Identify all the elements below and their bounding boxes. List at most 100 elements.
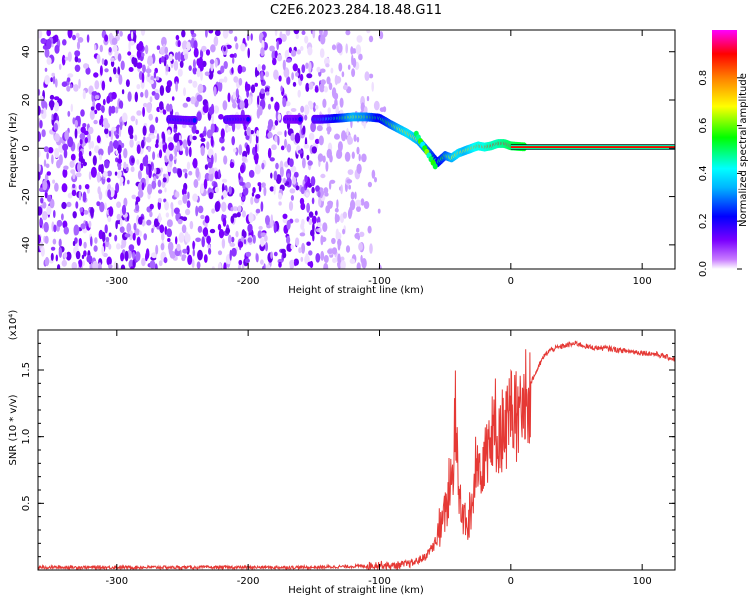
noise-speckle bbox=[246, 33, 250, 41]
y-tick-label: 1.5 bbox=[21, 362, 32, 378]
noise-speckle bbox=[135, 118, 138, 126]
noise-speckle bbox=[93, 119, 98, 125]
noise-speckle bbox=[195, 205, 199, 217]
noise-speckle bbox=[83, 63, 89, 69]
noise-speckle bbox=[251, 192, 255, 197]
noise-speckle bbox=[142, 156, 149, 167]
noise-speckle bbox=[79, 133, 86, 140]
noise-speckle bbox=[369, 243, 373, 254]
noise-speckle bbox=[124, 250, 129, 262]
noise-speckle bbox=[254, 82, 258, 87]
noise-speckle bbox=[260, 47, 265, 57]
noise-speckle bbox=[79, 207, 84, 213]
noise-speckle bbox=[192, 158, 198, 169]
noise-speckle bbox=[167, 238, 171, 242]
noise-speckle bbox=[72, 34, 76, 41]
noise-speckle bbox=[137, 170, 142, 180]
noise-speckle bbox=[310, 176, 316, 187]
noise-speckle bbox=[206, 235, 212, 244]
noise-speckle bbox=[233, 76, 239, 83]
noise-speckle bbox=[164, 187, 167, 193]
noise-speckle bbox=[114, 50, 119, 60]
noise-speckle bbox=[48, 147, 54, 154]
noise-speckle bbox=[363, 106, 368, 114]
noise-speckle bbox=[160, 243, 165, 251]
noise-speckle bbox=[255, 253, 259, 263]
noise-speckle bbox=[43, 146, 49, 153]
noise-speckle bbox=[143, 102, 148, 108]
noise-speckle bbox=[53, 122, 58, 132]
noise-speckle bbox=[140, 91, 144, 98]
noise-speckle bbox=[317, 190, 321, 198]
noise-speckle bbox=[197, 205, 204, 214]
noise-speckle bbox=[308, 132, 315, 141]
noise-speckle bbox=[104, 224, 108, 234]
noise-speckle bbox=[310, 229, 315, 237]
noise-speckle bbox=[53, 96, 60, 101]
noise-speckle bbox=[265, 242, 268, 252]
noise-speckle bbox=[200, 214, 205, 220]
noise-speckle bbox=[157, 179, 162, 188]
noise-speckle bbox=[314, 104, 319, 110]
x-tick-label: 100 bbox=[633, 576, 652, 587]
noise-speckle bbox=[232, 213, 238, 218]
noise-speckle bbox=[116, 201, 122, 208]
noise-speckle bbox=[43, 221, 49, 233]
noise-speckle bbox=[214, 201, 220, 212]
noise-speckle bbox=[114, 171, 118, 176]
noise-speckle bbox=[265, 264, 271, 269]
noise-speckle bbox=[38, 105, 41, 116]
noise-speckle bbox=[138, 41, 144, 51]
noise-speckle bbox=[269, 157, 275, 162]
noise-speckle bbox=[90, 206, 94, 218]
noise-speckle bbox=[283, 177, 286, 184]
noise-speckle bbox=[250, 84, 256, 93]
noise-speckle bbox=[257, 95, 260, 105]
noise-speckle bbox=[325, 161, 329, 172]
noise-speckle bbox=[304, 35, 309, 44]
noise-speckle bbox=[331, 237, 336, 245]
noise-speckle bbox=[104, 160, 110, 169]
noise-speckle bbox=[101, 105, 105, 114]
noise-speckle bbox=[208, 192, 214, 200]
noise-speckle bbox=[38, 163, 41, 173]
spectrogram-x-label: Height of straight line (km) bbox=[288, 285, 424, 296]
noise-speckle bbox=[188, 65, 192, 71]
noise-speckle bbox=[38, 234, 41, 245]
noise-speckle bbox=[147, 183, 153, 195]
noise-speckle bbox=[75, 172, 82, 178]
noise-speckle bbox=[193, 47, 199, 58]
noise-speckle bbox=[345, 245, 351, 253]
noise-speckle bbox=[42, 211, 48, 221]
noise-speckle bbox=[207, 244, 211, 249]
noise-speckle bbox=[244, 258, 250, 264]
noise-speckle bbox=[184, 53, 188, 60]
noise-speckle bbox=[359, 231, 365, 237]
noise-speckle bbox=[237, 205, 242, 213]
noise-speckle bbox=[53, 224, 57, 233]
noise-speckle bbox=[101, 58, 105, 65]
noise-speckle bbox=[284, 130, 287, 138]
noise-speckle bbox=[52, 74, 56, 85]
noise-speckle bbox=[307, 160, 313, 166]
noise-speckle bbox=[46, 205, 52, 215]
noise-speckle bbox=[124, 233, 131, 238]
noise-speckle bbox=[243, 230, 247, 238]
noise-speckle bbox=[143, 233, 147, 241]
noise-speckle bbox=[134, 134, 138, 142]
noise-speckle bbox=[280, 248, 286, 254]
noise-speckle bbox=[154, 263, 158, 269]
noise-speckle bbox=[69, 84, 73, 89]
noise-speckle bbox=[260, 88, 265, 94]
noise-speckle bbox=[282, 97, 287, 108]
noise-speckle bbox=[316, 222, 322, 228]
noise-speckle bbox=[201, 45, 207, 52]
noise-speckle bbox=[267, 124, 272, 132]
noise-speckle bbox=[304, 175, 308, 183]
noise-speckle bbox=[306, 73, 313, 79]
noise-speckle bbox=[336, 199, 339, 209]
noise-speckle bbox=[188, 170, 193, 176]
noise-speckle bbox=[42, 179, 48, 191]
noise-speckle bbox=[221, 178, 228, 183]
noise-speckle bbox=[290, 108, 297, 112]
